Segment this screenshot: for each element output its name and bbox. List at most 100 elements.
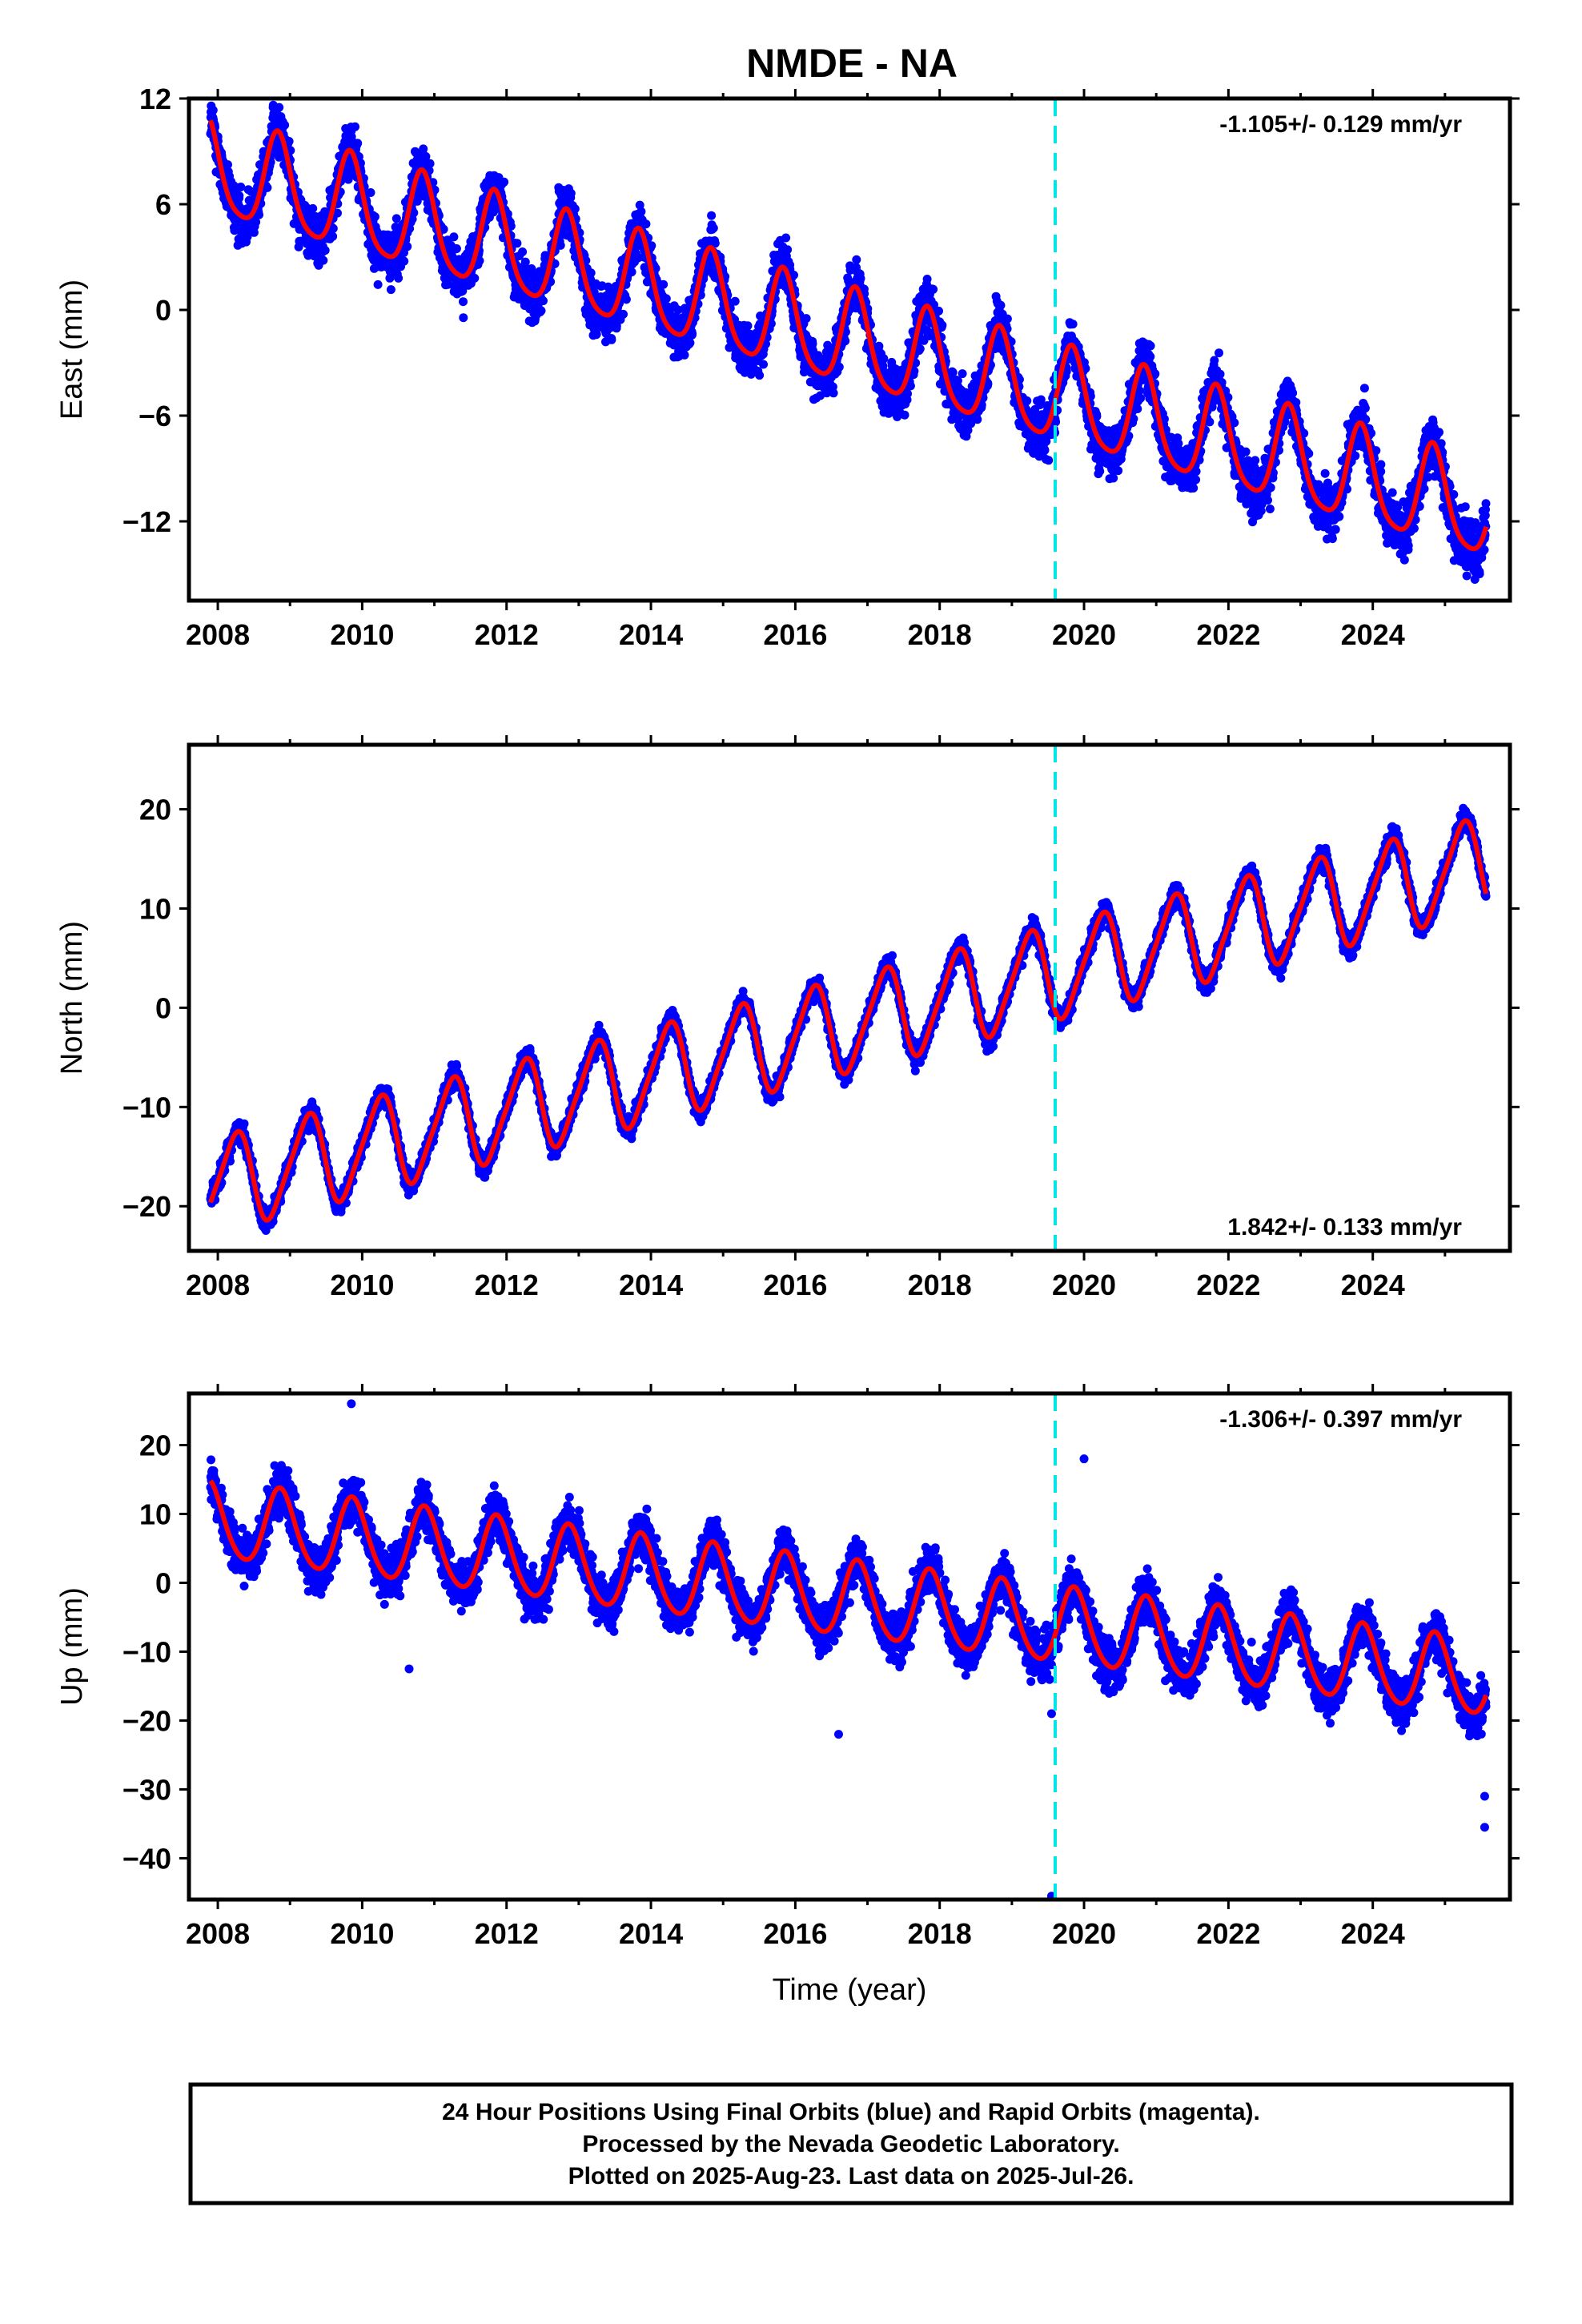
east-data-point: [1022, 396, 1032, 405]
east-data-point: [759, 360, 768, 369]
east-data-point: [439, 224, 448, 234]
east-data-point: [789, 271, 798, 279]
east-data-point: [659, 279, 669, 289]
east-data-point: [627, 267, 636, 277]
east-data-point: [856, 274, 865, 283]
east-data-point: [391, 214, 401, 223]
east-data-point: [223, 160, 232, 170]
east-data-point: [781, 233, 791, 243]
east-data-point: [1095, 467, 1105, 476]
east-data-point: [527, 264, 536, 273]
east-data-point: [808, 339, 817, 348]
east-data-point: [929, 284, 938, 294]
east-data-point: [1114, 466, 1123, 476]
east-data-point: [255, 210, 263, 219]
east-data-point: [328, 223, 338, 233]
east-data-point: [592, 329, 601, 339]
east-data-point: [235, 191, 244, 200]
east-panel: 2008 2010 2012 2014 2016 2018 2020 2022 20241260…: [55, 82, 1520, 651]
east-data-point: [958, 369, 967, 379]
east-data-point: [351, 122, 359, 131]
east-data-point: [829, 388, 838, 398]
east-data-point: [915, 344, 925, 354]
east-data-point: [373, 279, 383, 289]
east-data-point: [459, 297, 468, 307]
east-data-point: [353, 139, 363, 148]
east-data-point: [619, 309, 628, 319]
east-data-point: [470, 273, 480, 283]
east-data-point: [938, 320, 947, 330]
east-data-point: [673, 305, 683, 315]
east-data-point: [661, 294, 671, 304]
east-data-point: [841, 336, 850, 346]
east-data-point: [1189, 484, 1199, 493]
east-data-point: [612, 321, 621, 331]
east-data-point: [452, 244, 461, 253]
east-data-point: [1044, 456, 1054, 465]
east-data-point: [319, 255, 328, 265]
east-data-point: [566, 188, 576, 198]
east-data-point: [512, 239, 522, 248]
east-data-point: [403, 242, 412, 251]
east-data-point: [333, 208, 342, 218]
east-data-point: [386, 285, 396, 295]
east-data-point: [419, 144, 428, 154]
east-data-point: [909, 366, 919, 376]
east-data-point: [328, 231, 338, 241]
east-data-point: [536, 306, 546, 316]
east-data-point: [366, 188, 375, 197]
east-data-point: [425, 159, 435, 168]
east-data-point: [500, 177, 509, 187]
east-data-point: [879, 354, 889, 364]
east-data-point: [641, 219, 651, 229]
east-data-point: [743, 321, 753, 331]
east-data-point: [275, 103, 284, 112]
east-data-point: [783, 245, 793, 255]
east-data-point: [874, 341, 884, 351]
east-data-point: [1068, 320, 1078, 329]
east-data-point: [459, 313, 468, 323]
east-data-point: [251, 217, 261, 227]
east-data-point: [412, 196, 422, 206]
east-data-point: [709, 223, 718, 233]
east-data-point: [1146, 341, 1155, 351]
east-data-point: [320, 246, 330, 255]
east-data-point: [707, 211, 717, 220]
east-data-point: [934, 306, 943, 316]
east-data-point: [755, 371, 765, 380]
east-data-point: [905, 381, 915, 391]
east-data-point: [208, 106, 218, 115]
east-data-point: [730, 296, 740, 306]
east-data-point: [834, 362, 844, 372]
east-data-point: [539, 296, 548, 306]
east-data-point: [621, 295, 631, 304]
east-data-point: [996, 300, 1006, 310]
east-data-point: [710, 239, 720, 248]
east-data-point: [607, 335, 616, 344]
east-data-point: [1136, 393, 1145, 403]
east-data-point: [475, 256, 484, 266]
east-data-point: [421, 151, 431, 161]
east-data-point: [556, 240, 565, 250]
east-data-point: [852, 255, 861, 264]
east-data-point: [518, 247, 528, 256]
east-data-point: [1040, 445, 1050, 455]
east-data-point: [1133, 404, 1142, 413]
east-data-point: [570, 204, 580, 214]
east-data-point: [236, 183, 246, 191]
east-data-point: [903, 389, 912, 399]
east-data-point: [900, 410, 909, 420]
east-data-point: [647, 241, 656, 251]
east-data-point: [636, 207, 646, 216]
figure-title: NMDE - NA: [746, 41, 958, 86]
east-data-point: [688, 329, 697, 338]
east-data-point: [801, 314, 811, 324]
east-data-point: [680, 350, 689, 360]
east-data-point: [370, 212, 379, 222]
east-data-point: [449, 232, 459, 242]
east-data-point: [400, 256, 409, 266]
east-data-point: [1109, 473, 1118, 483]
east-data-point: [409, 208, 419, 218]
